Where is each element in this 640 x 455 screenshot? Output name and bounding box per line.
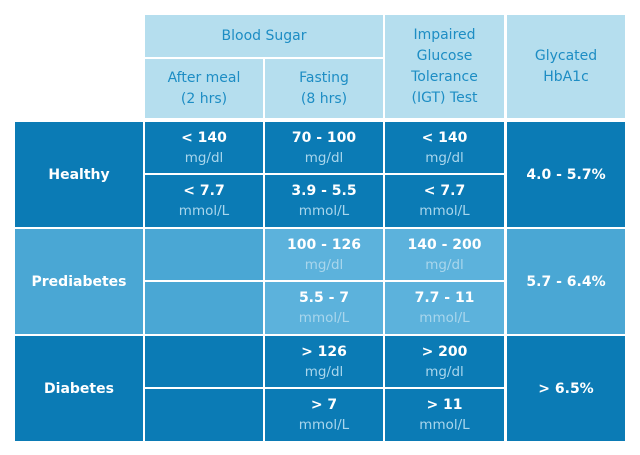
header-text: Glycated HbA1c [534, 47, 598, 85]
data-cell: 5.5 - 7 mmol/L [265, 282, 383, 334]
header-cell: After meal (2 hrs) [145, 59, 263, 118]
hba1c-cell: > 6.5% [507, 336, 625, 441]
cell-value: 140 - 200 [407, 236, 482, 253]
data-cell: > 11 mmol/L [385, 389, 504, 441]
cell-value: 100 - 126 [286, 236, 361, 253]
cell-value: < 7.7 [423, 183, 466, 199]
row-label: Healthy [15, 122, 143, 227]
cell-unit: mmol/L [419, 417, 470, 433]
header-cell: Glycated HbA1c [507, 15, 625, 118]
data-cell: 7.7 - 11 mmol/L [385, 282, 504, 334]
header-text: Blood Sugar [221, 27, 307, 44]
cell-value: < 140 [181, 129, 227, 146]
cell-unit: mmol/L [419, 310, 470, 326]
cell-value: 5.5 - 7 [298, 290, 350, 306]
cell-value: > 7 [310, 397, 338, 413]
data-cell: 140 - 200 mg/dl [385, 229, 504, 280]
data-cell [145, 336, 263, 387]
data-cell: < 140 mg/dl [145, 122, 263, 173]
data-cell: < 140 mg/dl [385, 122, 504, 173]
cell-unit: mg/dl [425, 149, 464, 166]
cell-unit: mmol/L [298, 310, 350, 326]
data-cell [145, 389, 263, 441]
header-text: Fasting (8 hrs) [299, 69, 349, 107]
data-cell: > 200 mg/dl [385, 336, 504, 387]
cell-value: 70 - 100 [291, 129, 357, 146]
cell-unit: mg/dl [425, 363, 464, 380]
cell-unit: mmol/L [178, 203, 230, 219]
header-text: After meal (2 hrs) [167, 69, 241, 107]
header-cell: Fasting (8 hrs) [265, 59, 383, 118]
cell-unit: mg/dl [304, 363, 344, 380]
cell-value: 7.7 - 11 [414, 290, 475, 306]
cell-value: 3.9 - 5.5 [291, 183, 357, 199]
hba1c-value: 4.0 - 5.7% [526, 166, 606, 183]
row-label-text: Diabetes [44, 380, 114, 397]
cell-value: > 11 [426, 397, 463, 413]
data-cell: 100 - 126 mg/dl [265, 229, 383, 280]
cell-value: > 200 [421, 343, 468, 360]
data-cell: > 126 mg/dl [265, 336, 383, 387]
data-cell: < 7.7 mmol/L [385, 175, 504, 227]
data-cell [145, 282, 263, 334]
cell-unit: mg/dl [425, 256, 464, 273]
header-cell: Impaired Glucose Tolerance (IGT) Test [385, 15, 504, 118]
header-cell: Blood Sugar [145, 15, 383, 57]
cell-unit: mmol/L [419, 203, 470, 219]
hba1c-cell: 4.0 - 5.7% [507, 122, 625, 227]
data-cell: 3.9 - 5.5 mmol/L [265, 175, 383, 227]
cell-unit: mg/dl [184, 149, 224, 166]
cell-unit: mg/dl [304, 256, 344, 273]
data-cell: > 7 mmol/L [265, 389, 383, 441]
hba1c-value: > 6.5% [538, 380, 594, 397]
cell-value: < 7.7 [183, 183, 225, 199]
data-cell: < 7.7 mmol/L [145, 175, 263, 227]
cell-unit: mmol/L [298, 417, 350, 433]
row-label: Prediabetes [15, 229, 143, 334]
hba1c-cell: 5.7 - 6.4% [507, 229, 625, 334]
data-cell: 70 - 100 mg/dl [265, 122, 383, 173]
cell-unit: mg/dl [304, 149, 344, 166]
row-label: Diabetes [15, 336, 143, 441]
data-cell [145, 229, 263, 280]
row-label-text: Prediabetes [31, 273, 127, 290]
cell-value: > 126 [301, 343, 347, 360]
cell-value: < 140 [421, 129, 468, 146]
row-label-text: Healthy [48, 166, 110, 183]
header-text: Impaired Glucose Tolerance (IGT) Test [411, 26, 478, 106]
cell-unit: mmol/L [298, 203, 350, 219]
hba1c-value: 5.7 - 6.4% [526, 273, 606, 290]
